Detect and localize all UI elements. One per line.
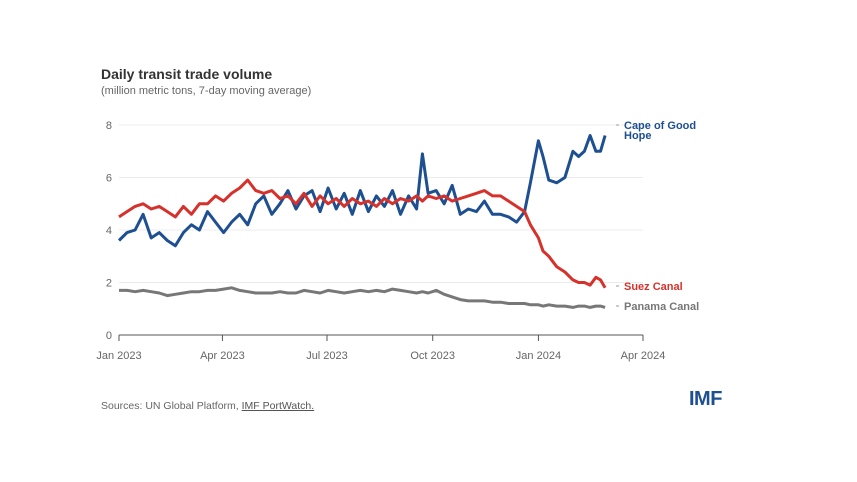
series-label: Cape of Good Hope [624, 120, 696, 142]
y-tick-label: 8 [106, 120, 112, 132]
series-line-panama-canal [119, 286, 606, 309]
series-label: Suez Canal [624, 281, 683, 293]
x-tick-label: Apr 2023 [200, 350, 245, 362]
chart-subtitle: (million metric tons, 7-day moving avera… [101, 85, 312, 97]
series-line-suez-canal [118, 178, 607, 289]
chart-title: Daily transit trade volume [101, 66, 273, 82]
y-tick-label: 4 [106, 225, 112, 237]
x-tick-label: Jan 2024 [516, 350, 561, 362]
y-tick-label: 6 [106, 173, 112, 185]
x-tick-label: Jan 2023 [96, 350, 141, 362]
sources-note: Sources: UN Global Platform, IMF PortWat… [101, 400, 314, 412]
x-tick-label: Apr 2024 [621, 350, 666, 362]
y-tick-label: 2 [106, 278, 112, 290]
portwatch-link[interactable]: IMF PortWatch. [241, 400, 315, 412]
sources-text: Sources: UN Global Platform, [101, 400, 242, 412]
y-tick-label: 0 [106, 330, 112, 342]
series-label: Panama Canal [624, 301, 699, 313]
series-line-cape-of-good-hope [117, 134, 607, 248]
imf-logo: IMF [689, 388, 722, 410]
x-tick-label: Oct 2023 [410, 350, 455, 362]
x-tick-label: Jul 2023 [306, 350, 348, 362]
